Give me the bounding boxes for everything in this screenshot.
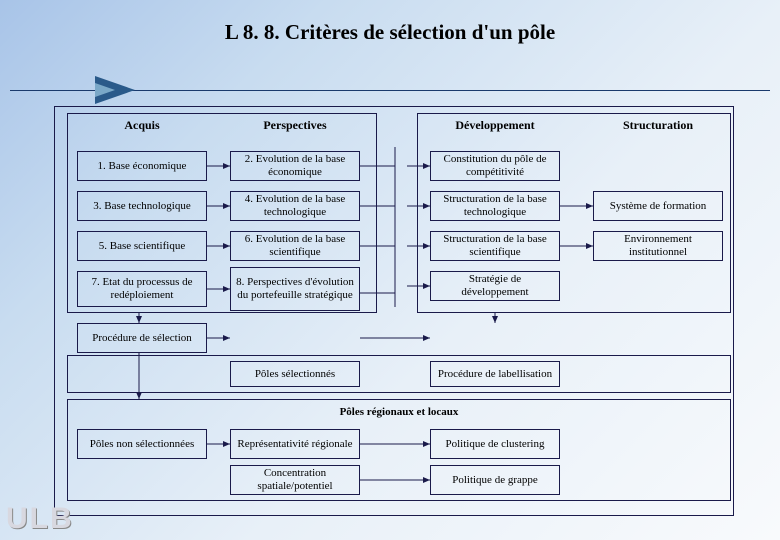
box-poles-selectionnes: Pôles sélectionnés — [230, 361, 360, 387]
header-developpement: Développement — [430, 117, 560, 135]
box-procedure-selection: Procédure de sélection — [77, 323, 207, 353]
box-etat-processus: 7. Etat du processus de redéploiement — [77, 271, 207, 307]
group-middle — [67, 355, 731, 393]
box-structuration-scientifique: Structuration de la base scientifique — [430, 231, 560, 261]
box-constitution-pole: Constitution du pôle de compétitivité — [430, 151, 560, 181]
box-poles-non-selectionnes: Pôles non sélectionnées — [77, 429, 207, 459]
box-politique-grappe: Politique de grappe — [430, 465, 560, 495]
ulb-logo: ULB — [6, 502, 74, 536]
box-politique-clustering: Politique de clustering — [430, 429, 560, 459]
header-structuration: Structuration — [593, 117, 723, 135]
box-evolution-scientifique: 6. Evolution de la base scientifique — [230, 231, 360, 261]
box-evolution-economique: 2. Evolution de la base économique — [230, 151, 360, 181]
page-title: L 8. 8. Critères de sélection d'un pôle — [0, 20, 780, 45]
decorative-arrow-icon — [95, 76, 135, 104]
box-procedure-labellisation: Procédure de labellisation — [430, 361, 560, 387]
diagram-frame: Acquis Perspectives Développement Struct… — [54, 106, 734, 516]
box-systeme-formation: Système de formation — [593, 191, 723, 221]
box-perspectives-portefeuille: 8. Perspectives d'évolution du portefeui… — [230, 267, 360, 311]
header-acquis: Acquis — [77, 117, 207, 135]
section-header-regionaux: Pôles régionaux et locaux — [67, 403, 731, 421]
box-base-economique: 1. Base économique — [77, 151, 207, 181]
box-base-technologique: 3. Base technologique — [77, 191, 207, 221]
box-structuration-technologique: Structuration de la base technologique — [430, 191, 560, 221]
box-strategie-developpement: Stratégie de développement — [430, 271, 560, 301]
box-concentration-spatiale: Concentration spatiale/potentiel — [230, 465, 360, 495]
box-environnement-institutionnel: Environnement institutionnel — [593, 231, 723, 261]
header-perspectives: Perspectives — [230, 117, 360, 135]
box-representativite: Représentativité régionale — [230, 429, 360, 459]
box-base-scientifique: 5. Base scientifique — [77, 231, 207, 261]
box-evolution-technologique: 4. Evolution de la base technologique — [230, 191, 360, 221]
